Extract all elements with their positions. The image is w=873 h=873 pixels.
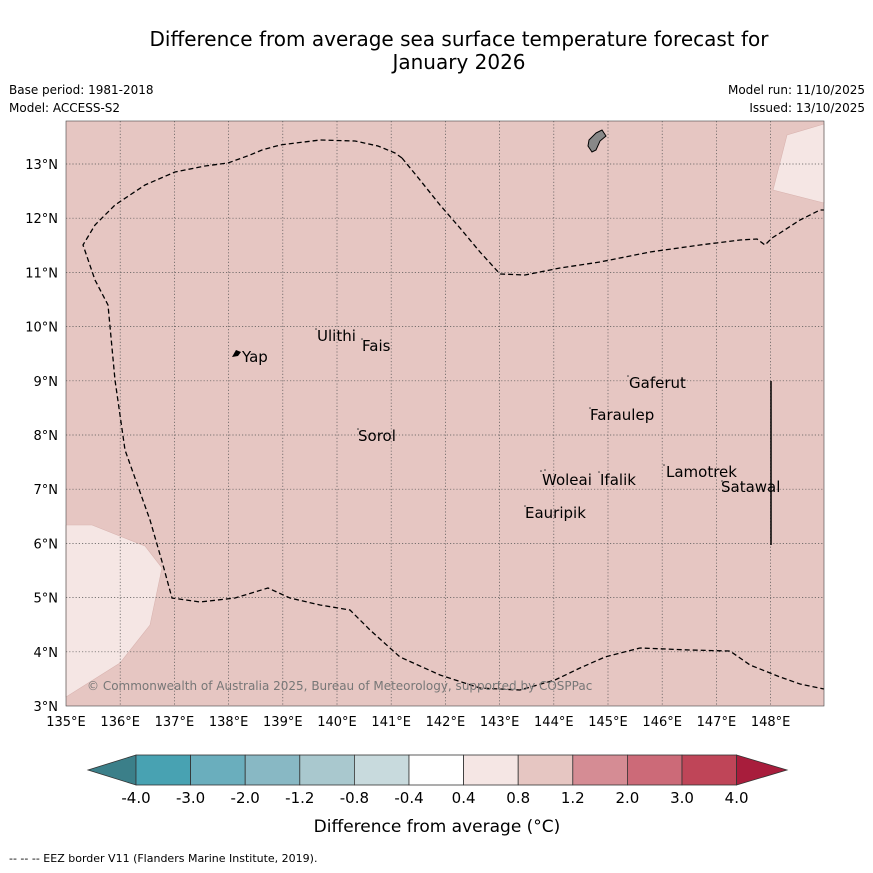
eez-legend-note: -- -- -- EEZ border V11 (Flanders Marine… — [9, 852, 318, 865]
longitude-label: 147°E — [697, 715, 737, 730]
title-line-1: Difference from average sea surface temp… — [149, 27, 769, 51]
chart-title: Difference from average sea surface temp… — [0, 28, 873, 74]
copyright-text: © Commonwealth of Australia 2025, Bureau… — [87, 679, 592, 693]
colorbar-segment — [244, 754, 301, 786]
longitude-label: 145°E — [588, 715, 628, 730]
colorbar-tick-label: 3.0 — [670, 789, 694, 807]
latitude-label: 10°N — [25, 321, 58, 336]
longitude-label: 136°E — [100, 715, 140, 730]
place-label-eauripik: Eauripik — [525, 504, 586, 522]
colorbar-segment — [681, 754, 737, 786]
latitude-label: 13°N — [25, 158, 58, 173]
longitude-label: 140°E — [317, 715, 357, 730]
meta-right: Model run: 11/10/2025 Issued: 13/10/2025 — [728, 81, 865, 117]
eez-border-line — [82, 139, 825, 691]
title-line-2: January 2026 — [392, 50, 526, 74]
anomaly-region-southwest — [65, 524, 163, 698]
issued-date: Issued: 13/10/2025 — [749, 101, 865, 115]
yap-island — [232, 350, 241, 357]
guam-island — [587, 129, 607, 153]
longitude-label: 146°E — [642, 715, 682, 730]
meta-left: Base period: 1981-2018 Model: ACCESS-S2 — [9, 81, 154, 117]
colorbar-extension-high — [736, 754, 789, 786]
colorbar-tick-label: -1.2 — [285, 789, 314, 807]
latitude-label: 7°N — [34, 483, 59, 498]
model-name: Model: ACCESS-S2 — [9, 101, 121, 115]
colorbar-segment — [572, 754, 628, 786]
latitude-label: 9°N — [34, 375, 59, 390]
colorbar-tick-label: -2.0 — [231, 789, 260, 807]
longitude-label: 144°E — [534, 715, 574, 730]
place-label-satawal: Satawal — [721, 478, 780, 496]
place-label-fais: Fais — [362, 337, 391, 355]
colorbar-segment — [627, 754, 683, 786]
latitude-labels: 13°N 12°N 11°N 10°N 9°N 8°N 7°N 6°N 5°N 4°N 3°N — [25, 158, 58, 715]
colorbar-segment — [463, 754, 519, 786]
latitude-label: 4°N — [34, 646, 59, 661]
place-label-faraulep: Faraulep — [590, 406, 654, 424]
longitude-label: 138°E — [209, 715, 249, 730]
longitude-label: 143°E — [480, 715, 520, 730]
latitude-label: 6°N — [34, 537, 59, 552]
model-run: Model run: 11/10/2025 — [727, 83, 865, 97]
atoll-dots — [315, 328, 723, 507]
latitude-label: 3°N — [34, 700, 59, 715]
longitude-label: 142°E — [426, 715, 466, 730]
colorbar — [86, 754, 789, 786]
graticule — [66, 121, 824, 706]
eez-border-line-north — [401, 157, 824, 276]
longitude-label: 139°E — [263, 715, 303, 730]
colorbar-segment — [517, 754, 574, 786]
longitude-labels: 135°E 136°E 137°E 138°E 139°E 140°E 141°E 142°E… — [46, 715, 790, 730]
colorbar-segment — [190, 754, 246, 786]
latitude-label: 8°N — [34, 429, 59, 444]
map-area — [65, 121, 825, 706]
colorbar-tick-label: 0.4 — [452, 789, 476, 807]
place-label-lamotrek: Lamotrek — [666, 463, 737, 481]
latitude-label: 5°N — [34, 592, 59, 607]
place-label-woleai: Woleai — [542, 471, 592, 489]
colorbar-label: Difference from average (°C) — [314, 817, 561, 837]
colorbar-tick-label: -0.4 — [394, 789, 423, 807]
colorbar-extension-low — [86, 754, 137, 786]
place-label-yap: Yap — [241, 348, 268, 366]
longitude-label: 141°E — [371, 715, 411, 730]
place-label-ifalik: Ifalik — [600, 471, 636, 489]
colorbar-tick-label: 0.8 — [506, 789, 530, 807]
place-label-ulithi: Ulithi — [317, 327, 356, 345]
colorbar-tick-label: 4.0 — [725, 789, 749, 807]
base-period: Base period: 1981-2018 — [9, 83, 154, 97]
map-frame — [65, 120, 825, 707]
colorbar-segment — [353, 754, 410, 786]
colorbar-segment — [135, 754, 191, 786]
colorbar-segment — [408, 754, 464, 786]
latitude-label: 12°N — [25, 212, 58, 227]
place-label-sorol: Sorol — [358, 427, 396, 445]
longitude-label: 148°E — [751, 715, 791, 730]
map-background — [66, 121, 824, 706]
latitude-label: 11°N — [25, 266, 58, 281]
colorbar-tick-label: -4.0 — [121, 789, 150, 807]
longitude-label: 135°E — [46, 715, 86, 730]
colorbar-tick-label: 2.0 — [615, 789, 639, 807]
colorbar-tick-labels: -4.0 -3.0 -2.0 -1.2 -0.8 -0.4 0.4 0.8 1.2 2.0 3.0 4… — [121, 789, 748, 807]
colorbar-tick-label: -0.8 — [340, 789, 369, 807]
colorbar-tick-label: 1.2 — [561, 789, 585, 807]
colorbar-tick-label: -3.0 — [176, 789, 205, 807]
longitude-label: 137°E — [155, 715, 195, 730]
colorbar-segment — [299, 754, 355, 786]
place-label-gaferut: Gaferut — [629, 374, 686, 392]
